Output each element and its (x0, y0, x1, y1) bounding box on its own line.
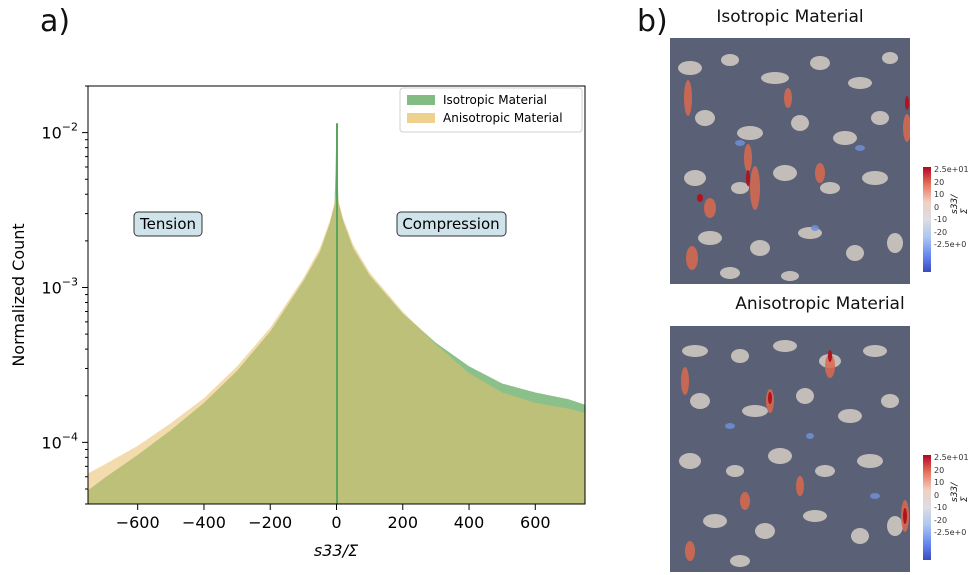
tension-annotation: Tension (133, 211, 203, 237)
bottom-colorbar-ticks: 2.5e+01 20 10 0 -10 -20 -2.5e+0 (934, 452, 969, 540)
y-axis-label: Normalized Count (9, 223, 28, 366)
y-tick-label: 10−2 (41, 121, 78, 143)
x-tick-label: 600 (520, 513, 551, 532)
x-tick-label: −400 (182, 513, 226, 532)
x-axis-label: s33/Σ (314, 541, 359, 560)
top-colorbar-label: s33/Σ (950, 194, 970, 214)
bottom-colorbar-tick: 20 (934, 465, 945, 475)
x-tick-label: 0 (331, 513, 341, 532)
compression-annotation: Compression (396, 211, 507, 237)
x-tick-label: 400 (454, 513, 485, 532)
isotropic-peak-bar (336, 123, 339, 504)
panel-a-label: a) (40, 4, 71, 39)
isotropic-field-graphic (678, 52, 910, 281)
top-colorbar-tick: 2.5e+01 (934, 165, 969, 174)
top-colorbar-tick: 10 (934, 190, 945, 199)
bottom-colorbar-tick: 0 (934, 490, 940, 500)
legend-label-anisotropic: Anisotropic Material (443, 111, 563, 125)
x-tick-label: −600 (116, 513, 160, 532)
anisotropic-stress-field-image (670, 326, 910, 572)
top-colorbar-tick: -2.5e+0 (934, 240, 967, 249)
top-colorbar-ticks: 2.5e+01 20 10 0 -10 -20 -2.5e+0 (934, 164, 969, 252)
x-tick-label: 200 (387, 513, 418, 532)
legend-swatch-anisotropic (407, 113, 435, 123)
bottom-colorbar (923, 455, 931, 560)
bottom-colorbar-label: s33/Σ (950, 482, 970, 502)
top-field-title: Isotropic Material (716, 7, 864, 27)
top-colorbar-tick: 0 (934, 202, 940, 212)
top-colorbar-tick: 20 (934, 177, 945, 187)
anisotropic-field-graphic (679, 340, 909, 567)
top-colorbar-tick: -10 (934, 215, 948, 224)
bottom-field-title: Anisotropic Material (735, 294, 905, 314)
bottom-colorbar-tick: -2.5e+0 (934, 528, 967, 537)
legend-label-isotropic: Isotropic Material (443, 93, 547, 107)
tension-label: Tension (139, 215, 196, 233)
isotropic-stress-field-image (670, 38, 910, 284)
bottom-colorbar-tick: -20 (934, 515, 948, 525)
bottom-colorbar-tick: -10 (934, 503, 948, 512)
bottom-colorbar-tick: 10 (934, 478, 945, 487)
panel-b-label: b) (637, 4, 668, 39)
legend-swatch-isotropic (407, 95, 435, 105)
legend: Isotropic Material Anisotropic Material (399, 87, 583, 133)
x-tick-label: −200 (248, 513, 292, 532)
top-colorbar (923, 167, 931, 272)
y-tick-label: 10−4 (41, 430, 78, 452)
top-colorbar-tick: -20 (934, 227, 948, 237)
compression-label: Compression (402, 215, 499, 233)
y-tick-label: 10−3 (41, 275, 78, 297)
bottom-colorbar-tick: 2.5e+01 (934, 453, 969, 462)
